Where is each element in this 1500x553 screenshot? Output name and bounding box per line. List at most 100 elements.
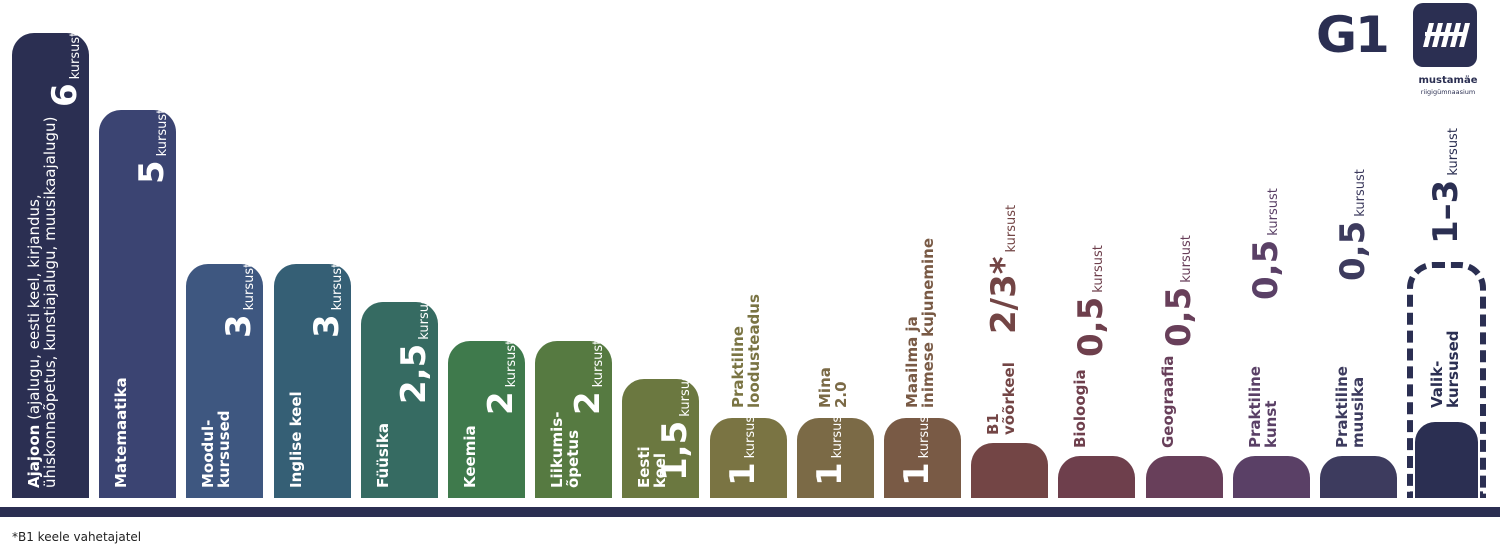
value-label: 3 <box>219 314 259 338</box>
bar-3 <box>274 264 351 498</box>
value-label: 1–3 <box>1426 179 1466 244</box>
label-rot: Matemaatika <box>112 377 130 488</box>
bar-9 <box>797 418 874 498</box>
label-rot: Praktiline muusika <box>1333 366 1367 448</box>
unit-label: kursust <box>1004 204 1019 253</box>
bar-8 <box>710 418 787 498</box>
value-block: 0,5 kursust <box>1333 168 1373 281</box>
value-block: 2 kursust <box>568 339 608 415</box>
unit-label: kursust <box>68 31 83 80</box>
value-block: 0,5 kursust <box>1246 188 1286 300</box>
value-block: 1 kursus <box>723 416 763 486</box>
bar-2 <box>186 264 263 498</box>
value-rot: 3 kursust <box>307 262 347 338</box>
bar-0 <box>12 33 89 498</box>
value-label: 5 <box>132 160 172 184</box>
value-label: 1,5 <box>655 420 695 481</box>
value-rot: 2/3* kursust <box>984 204 1024 334</box>
category-name: Bioloogia <box>1071 369 1089 448</box>
value-label: 0,5 <box>1071 296 1111 357</box>
bar-6 <box>535 341 612 498</box>
label-rot: Praktiline loodusteadus <box>729 294 763 408</box>
bar-7 <box>622 379 699 498</box>
value-label: 3 <box>307 314 347 338</box>
value-block: 1–3 kursust <box>1426 128 1466 244</box>
unit-label: kursust <box>678 369 693 417</box>
baseline-bar <box>0 507 1500 517</box>
category-name: Keemia <box>461 425 479 488</box>
unit-label: kursust <box>155 108 170 157</box>
category-label: Moodul-kursused <box>199 410 233 489</box>
category-label: Matemaatika <box>112 377 130 488</box>
value-rot: 0,5 kursust <box>1071 244 1111 357</box>
category-label: B1 võõrkeel <box>984 362 1018 435</box>
bar-4 <box>361 302 438 498</box>
category-label: Keemia <box>461 425 479 488</box>
value-label: 2,5 <box>394 343 434 404</box>
value-label: 1 <box>897 462 937 486</box>
label-rot: Maailma ja inimese kujunemine <box>903 237 937 408</box>
category-name-2: 2.0 <box>832 381 850 408</box>
value-rot: 0,5 kursust <box>1159 235 1199 347</box>
value-block: 0,5 kursust <box>1159 235 1199 347</box>
value-rot: 6 kursust <box>45 31 85 107</box>
category-label: Mina 2.0 <box>816 367 850 408</box>
unit-label: kursust <box>504 339 519 388</box>
unit-label: kursust <box>1353 168 1368 217</box>
value-block: 5 kursust <box>132 108 172 184</box>
bar-11 <box>971 443 1048 498</box>
category-label: Maailma ja inimese kujunemine <box>903 237 937 408</box>
category-label: Praktiline kunst <box>1246 366 1280 448</box>
label-rot: Liikumis-õpetus <box>548 412 582 488</box>
category-label: Füüsika <box>374 422 392 488</box>
value-label: 1 <box>723 462 763 486</box>
label-rot: Mina 2.0 <box>816 367 850 408</box>
bar-14 <box>1233 456 1310 498</box>
value-rot: 2 kursust <box>568 339 608 415</box>
label-rot: Keemia <box>461 425 479 488</box>
label-rot: Inglise keel <box>287 391 305 488</box>
value-label: 0,5 <box>1333 220 1373 281</box>
category-label: Valik-kursused <box>1428 331 1462 409</box>
logo-name: mustamäe <box>1418 75 1478 86</box>
category-label: Praktiline muusika <box>1333 366 1367 448</box>
value-label: 2 <box>568 391 608 415</box>
value-rot: 5 kursust <box>132 108 172 184</box>
value-rot: 1–3 kursust <box>1426 128 1466 244</box>
unit-label: kursus <box>917 415 932 459</box>
value-rot: 2 kursust <box>481 339 521 415</box>
bar-1 <box>99 110 176 498</box>
category-name: Füüsika <box>374 422 392 488</box>
value-rot: 0,5 kursust <box>1246 188 1286 300</box>
unit-label: kursust <box>1091 244 1106 293</box>
value-label: 2 <box>481 391 521 415</box>
category-name: Matemaatika <box>112 377 130 488</box>
category-name-2: loodusteadus <box>745 294 763 408</box>
value-label: 2/3* <box>984 256 1024 334</box>
unit-label: kursust <box>591 339 606 388</box>
category-name: Geograafia <box>1159 355 1177 448</box>
value-block: 1 kursus <box>897 415 937 486</box>
category-name-2: võõrkeel <box>1000 362 1018 435</box>
unit-label: kursus <box>830 415 845 459</box>
unit-label: kursust <box>330 262 345 311</box>
category-name-2: kursused <box>215 410 233 489</box>
bar-10 <box>884 418 961 498</box>
category-name-2: kunst <box>1262 400 1280 448</box>
value-rot: 1 kursus <box>723 416 763 486</box>
value-label: 1 <box>810 462 850 486</box>
bar-valikkursused-fill <box>1415 422 1478 498</box>
value-rot: 0,5 kursust <box>1333 168 1373 281</box>
value-block: 1,5 kursust <box>655 369 695 481</box>
value-rot: 1,5 kursust <box>655 369 695 481</box>
value-block: 3 kursust <box>219 262 259 338</box>
category-name-2: inimese kujunemine <box>919 237 937 408</box>
category-name-2: õpetus <box>564 430 582 488</box>
value-label: 0,5 <box>1159 286 1199 347</box>
value-block: 0,5 kursust <box>1071 244 1111 357</box>
value-rot: 1 kursus <box>810 415 850 486</box>
value-block: 3 kursust <box>307 262 347 338</box>
label-rot: Füüsika <box>374 422 392 488</box>
unit-label: kursust <box>242 262 257 311</box>
category-label: Bioloogia <box>1071 369 1089 448</box>
